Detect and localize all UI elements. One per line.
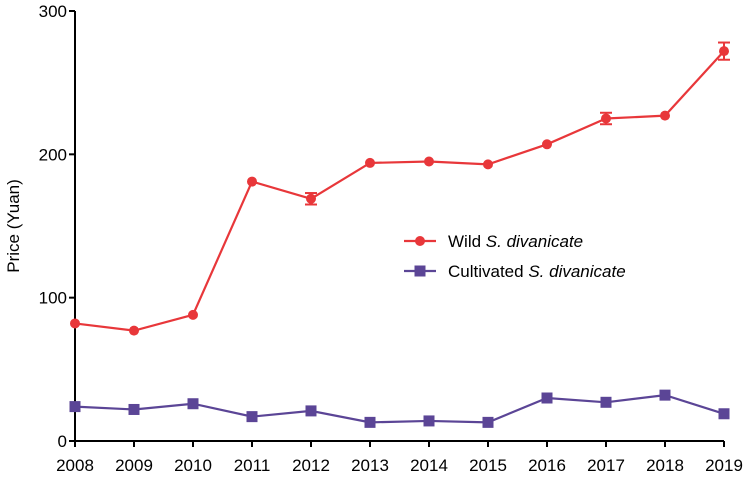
series-line — [74, 394, 725, 424]
y-axis-title: Price (Yuan) — [4, 179, 23, 273]
data-point — [69, 401, 81, 413]
data-point — [600, 396, 612, 408]
legend-item-cultivated: Cultivated S. divanicate — [404, 262, 626, 281]
x-axis: 2008 2009 2010 2011 2012 2013 2014 2015 2016 2017… — [56, 440, 743, 475]
legend-label-species: S. divanicate — [486, 232, 583, 251]
y-tick-label: 100 — [39, 289, 67, 308]
legend-marker — [415, 236, 425, 246]
x-tick-label: 2016 — [528, 456, 566, 475]
data-point — [364, 416, 376, 428]
x-tick-label: 2013 — [351, 456, 389, 475]
x-tick-label: 2012 — [292, 456, 330, 475]
legend-label: Wild S. divanicate — [448, 232, 583, 251]
x-tick-label: 2018 — [646, 456, 684, 475]
y-tick-label: 300 — [39, 2, 67, 21]
data-point — [542, 139, 552, 150]
data-point — [424, 156, 434, 167]
data-point — [246, 411, 258, 423]
data-point — [187, 398, 199, 410]
x-tick-label: 2009 — [115, 456, 153, 475]
series-layer — [69, 41, 730, 428]
legend-label: Cultivated S. divanicate — [448, 262, 626, 281]
data-point — [423, 415, 435, 427]
legend-item-wild: Wild S. divanicate — [404, 232, 583, 251]
data-point — [188, 309, 198, 320]
series-line — [74, 50, 725, 332]
data-point — [306, 193, 316, 204]
data-point — [70, 318, 80, 329]
x-tick-label: 2015 — [469, 456, 507, 475]
data-point — [482, 416, 494, 428]
data-point — [719, 46, 729, 57]
data-point — [718, 408, 730, 420]
x-tick-label: 2019 — [705, 456, 743, 475]
data-point — [483, 159, 493, 170]
data-point — [365, 157, 375, 168]
data-point — [305, 405, 317, 417]
series-wild — [70, 41, 730, 336]
y-axis: 0 100 200 300 — [39, 2, 76, 451]
x-tick-label: 2010 — [174, 456, 212, 475]
legend-marker — [414, 265, 426, 277]
legend-label-prefix: Wild — [448, 232, 486, 251]
data-point — [541, 392, 553, 404]
data-point — [128, 403, 140, 415]
data-point — [659, 389, 671, 401]
x-tick-label: 2011 — [234, 456, 271, 475]
x-tick-label: 2014 — [410, 456, 448, 475]
x-tick-label: 2017 — [587, 456, 625, 475]
data-point — [129, 325, 139, 336]
y-tick-label: 200 — [39, 145, 67, 164]
legend-label-prefix: Cultivated — [448, 262, 528, 281]
y-tick-label: 0 — [58, 432, 67, 451]
data-point — [660, 110, 670, 121]
x-tick-label: 2008 — [56, 456, 94, 475]
series-cultivated — [69, 389, 730, 428]
data-point — [247, 176, 257, 187]
legend-label-species: S. divanicate — [528, 262, 625, 281]
data-point — [601, 113, 611, 124]
